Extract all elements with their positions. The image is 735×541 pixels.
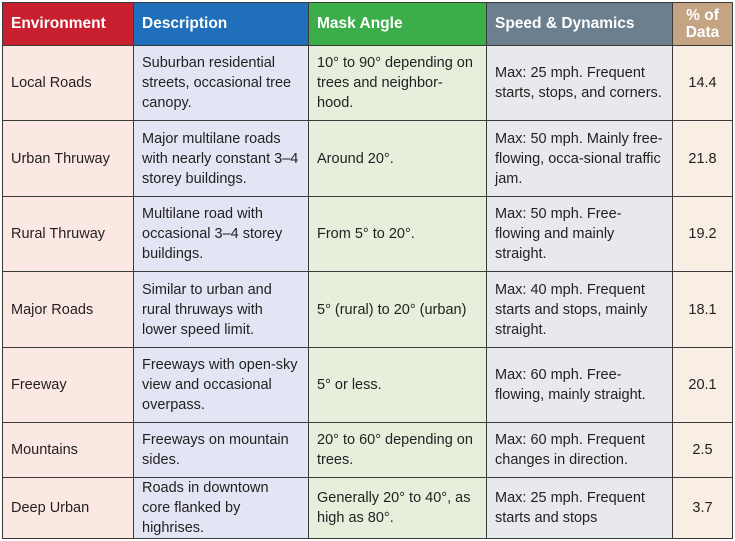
cell-description: Multilane road with occasional 3–4 store… bbox=[133, 196, 309, 272]
cell-percent: 20.1 bbox=[672, 347, 733, 423]
cell-percent: 3.7 bbox=[672, 477, 733, 539]
header-description: Description bbox=[133, 2, 309, 46]
cell-speed-dynamics: Max: 25 mph. Frequent starts, stops, and… bbox=[486, 45, 673, 121]
cell-description: Similar to urban and rural thruways with… bbox=[133, 271, 309, 348]
table-row: Local Roads Suburban residential streets… bbox=[2, 45, 733, 121]
table-row: Freeway Freeways with open-sky view and … bbox=[2, 347, 733, 423]
header-environment: Environment bbox=[2, 2, 134, 46]
cell-description: Freeways on mountain sides. bbox=[133, 422, 309, 478]
table-row: Rural Thruway Multilane road with occasi… bbox=[2, 196, 733, 272]
cell-environment: Deep Urban bbox=[2, 477, 134, 539]
table-row: Deep Urban Roads in downtown core flanke… bbox=[2, 477, 733, 539]
header-percent-of-data: % of Data bbox=[672, 2, 733, 46]
cell-environment: Urban Thruway bbox=[2, 120, 134, 197]
cell-percent: 18.1 bbox=[672, 271, 733, 348]
cell-percent: 14.4 bbox=[672, 45, 733, 121]
cell-percent: 21.8 bbox=[672, 120, 733, 197]
cell-description: Suburban residential streets, occasional… bbox=[133, 45, 309, 121]
cell-mask-angle: 5° (rural) to 20° (urban) bbox=[308, 271, 487, 348]
header-speed-dynamics: Speed & Dynamics bbox=[486, 2, 673, 46]
cell-mask-angle: 10° to 90° depending on trees and neighb… bbox=[308, 45, 487, 121]
cell-percent: 19.2 bbox=[672, 196, 733, 272]
table-body: Local Roads Suburban residential streets… bbox=[2, 45, 733, 539]
header-percent-line1: % of bbox=[686, 7, 719, 24]
cell-description: Freeways with open-sky view and occasion… bbox=[133, 347, 309, 423]
cell-percent: 2.5 bbox=[672, 422, 733, 478]
cell-speed-dynamics: Max: 25 mph. Frequent starts and stops bbox=[486, 477, 673, 539]
cell-environment: Major Roads bbox=[2, 271, 134, 348]
cell-mask-angle: 5° or less. bbox=[308, 347, 487, 423]
table-row: Mountains Freeways on mountain sides. 20… bbox=[2, 422, 733, 478]
cell-environment: Local Roads bbox=[2, 45, 134, 121]
header-row: Environment Description Mask Angle Speed… bbox=[2, 2, 733, 46]
cell-mask-angle: 20° to 60° depending on trees. bbox=[308, 422, 487, 478]
cell-mask-angle: From 5° to 20°. bbox=[308, 196, 487, 272]
header-mask-angle: Mask Angle bbox=[308, 2, 487, 46]
cell-environment: Rural Thruway bbox=[2, 196, 134, 272]
cell-description: Major multilane roads with nearly consta… bbox=[133, 120, 309, 197]
cell-speed-dynamics: Max: 50 mph. Free-flowing and mainly str… bbox=[486, 196, 673, 272]
cell-speed-dynamics: Max: 60 mph. Free-flowing, mainly straig… bbox=[486, 347, 673, 423]
cell-environment: Freeway bbox=[2, 347, 134, 423]
cell-speed-dynamics: Max: 40 mph. Frequent starts and stops, … bbox=[486, 271, 673, 348]
cell-description: Roads in downtown core flanked by highri… bbox=[133, 477, 309, 539]
cell-environment: Mountains bbox=[2, 422, 134, 478]
cell-speed-dynamics: Max: 60 mph. Frequent changes in directi… bbox=[486, 422, 673, 478]
table-row: Urban Thruway Major multilane roads with… bbox=[2, 120, 733, 197]
cell-mask-angle: Around 20°. bbox=[308, 120, 487, 197]
table-header: Environment Description Mask Angle Speed… bbox=[2, 2, 733, 46]
cell-mask-angle: Generally 20° to 40°, as high as 80°. bbox=[308, 477, 487, 539]
table-row: Major Roads Similar to urban and rural t… bbox=[2, 271, 733, 348]
header-percent-line2: Data bbox=[685, 24, 720, 41]
cell-speed-dynamics: Max: 50 mph. Mainly free-flowing, occa-s… bbox=[486, 120, 673, 197]
